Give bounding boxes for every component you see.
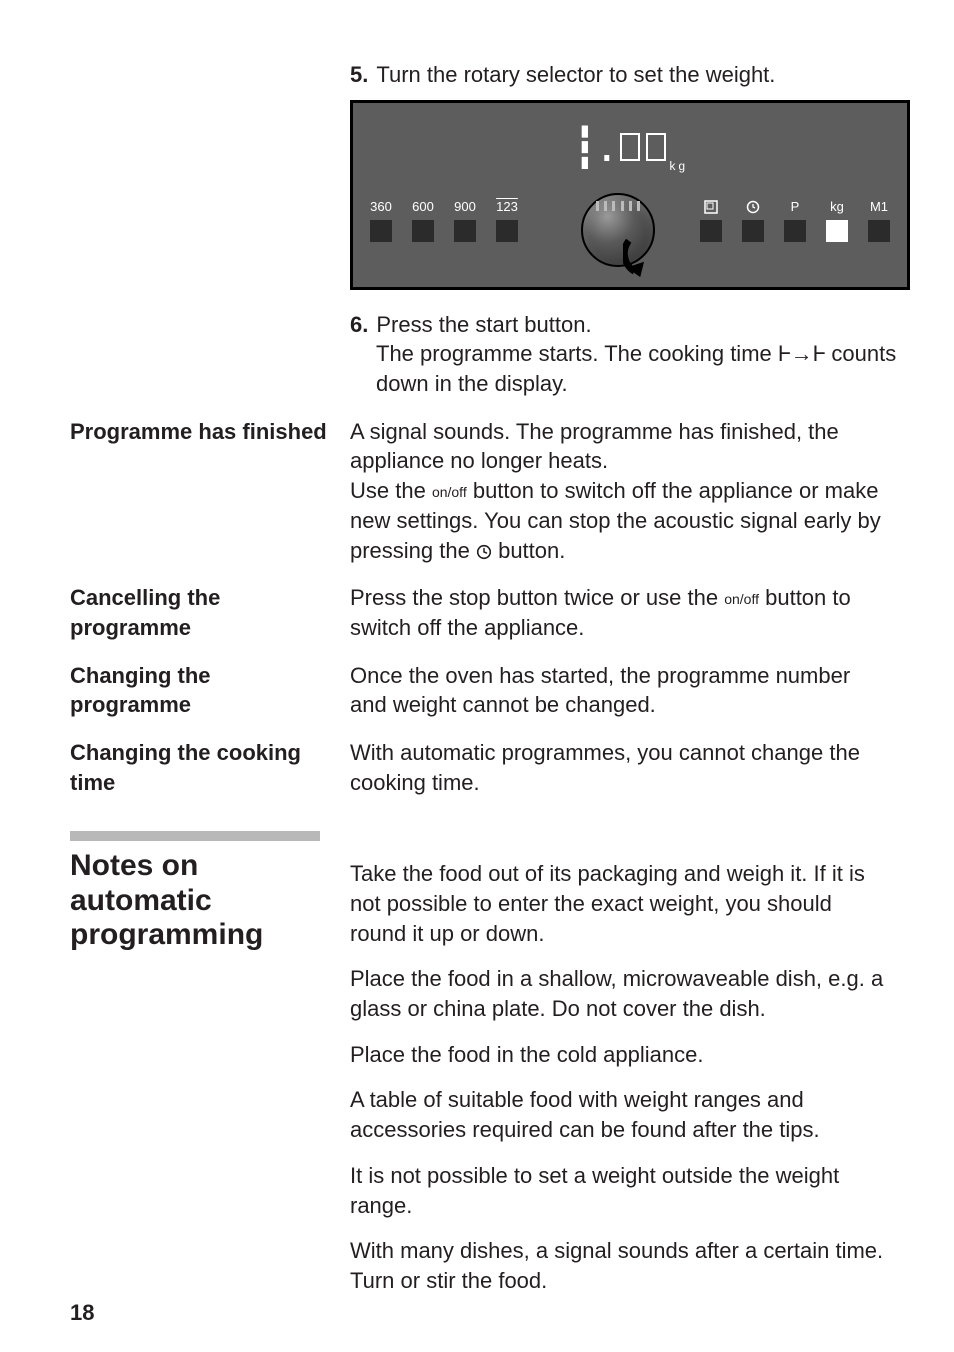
ind-360: 360 [369, 199, 393, 242]
step-5-text: Turn the rotary selector to set the weig… [376, 60, 775, 90]
cooktime-symbol: Ⱶ→Ⱶ [778, 341, 825, 366]
ind-clock [741, 199, 765, 242]
row-changing-time: Changing the cooking time With automatic… [70, 738, 884, 797]
notes-p1: Take the food out of its packaging and w… [350, 859, 884, 948]
notes-p4: A table of suitable food with weight ran… [350, 1085, 884, 1144]
ind-door [699, 199, 723, 242]
heading-changing-time: Changing the cooking time [70, 738, 350, 797]
ind-p: P [783, 199, 807, 242]
step-5-num: 5. [350, 60, 368, 90]
prog-finished-p1: A signal sounds. The programme has finis… [350, 419, 839, 474]
step-6-line1: Press the start button. [376, 310, 591, 340]
row-programme-finished: Programme has finished A signal sounds. … [70, 417, 884, 565]
rotate-arrow-icon [623, 235, 667, 279]
ind-900: 900 [453, 199, 477, 242]
right-indicator-group: P kg M1 [699, 199, 891, 242]
heading-programme-finished: Programme has finished [70, 417, 350, 565]
appliance-display-panel: ┇.kg 360 600 900 123 [350, 100, 910, 290]
heading-changing-programme: Changing the programme [70, 661, 350, 720]
ind-kg: kg [825, 199, 849, 242]
row-changing-programme: Changing the programme Once the oven has… [70, 661, 884, 720]
onoff-label: on/off [724, 591, 759, 607]
ind-600: 600 [411, 199, 435, 242]
changing-time-text: With automatic programmes, you cannot ch… [350, 738, 884, 797]
heading-cancelling: Cancelling the programme [70, 583, 350, 642]
ind-123: 123 [495, 199, 519, 242]
notes-p5: It is not possible to set a weight outsi… [350, 1161, 884, 1220]
clock-icon [746, 200, 760, 214]
left-indicator-group: 360 600 900 123 [369, 199, 519, 242]
ind-m1: M1 [867, 199, 891, 242]
section-title: Notes on automatic programming [70, 849, 330, 953]
step-6: 6. Press the start button. [350, 310, 910, 340]
row-cancelling: Cancelling the programme Press the stop … [70, 583, 884, 642]
row-notes-section: Notes on automatic programming Take the … [70, 831, 884, 1311]
changing-programme-text: Once the oven has started, the programme… [350, 661, 884, 720]
segment-readout: ┇.kg [353, 121, 907, 179]
notes-p3: Place the food in the cold appliance. [350, 1040, 884, 1070]
step-5-row: 5. Turn the rotary selector to set the w… [70, 60, 884, 399]
section-rule [70, 831, 320, 841]
door-icon [704, 200, 718, 214]
step-6-num: 6. [350, 310, 368, 340]
step-5: 5. Turn the rotary selector to set the w… [350, 60, 910, 90]
clock-icon [476, 544, 492, 560]
readout-unit: kg [669, 160, 687, 174]
notes-p2: Place the food in a shallow, microwaveab… [350, 964, 884, 1023]
step-6-line2: The programme starts. The cooking time Ⱶ… [376, 339, 910, 398]
rotary-knob [581, 193, 671, 283]
onoff-label: on/off [432, 484, 467, 500]
notes-p6: With many dishes, a signal sounds after … [350, 1236, 884, 1295]
page-number: 18 [70, 1298, 94, 1328]
